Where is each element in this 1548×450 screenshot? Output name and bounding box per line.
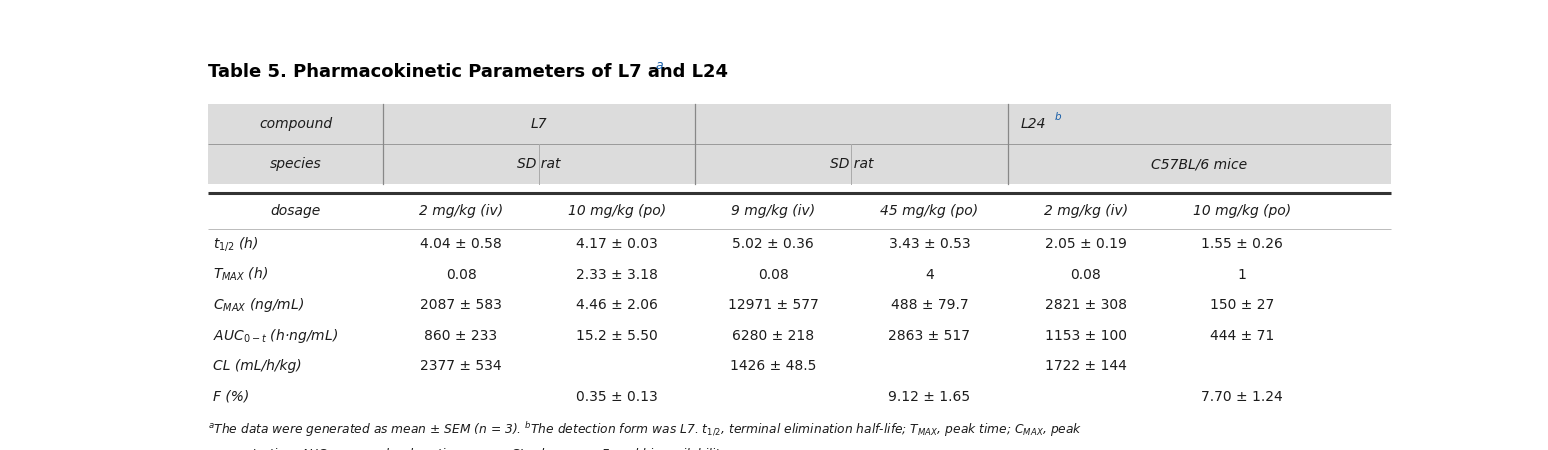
Text: 1722 ± 144: 1722 ± 144 (1045, 359, 1127, 373)
Text: SD rat: SD rat (517, 157, 560, 171)
Text: C57BL/6 mice: C57BL/6 mice (1152, 157, 1248, 171)
Text: 1: 1 (1237, 268, 1246, 282)
Text: 4.04 ± 0.58: 4.04 ± 0.58 (420, 237, 502, 251)
Text: 2087 ± 583: 2087 ± 583 (420, 298, 502, 312)
Bar (207, 193, 1390, 229)
Text: $t_{1/2}$ (h): $t_{1/2}$ (h) (212, 235, 259, 253)
Text: compound: compound (259, 117, 331, 131)
Text: F (%): F (%) (212, 390, 249, 404)
Text: a: a (655, 59, 663, 72)
Text: 150 ± 27: 150 ± 27 (1209, 298, 1274, 312)
Text: 2821 ± 308: 2821 ± 308 (1045, 298, 1127, 312)
Text: 12971 ± 577: 12971 ± 577 (728, 298, 819, 312)
Text: L24: L24 (1020, 117, 1046, 131)
Bar (207, 104, 1390, 184)
Text: 2.05 ± 0.19: 2.05 ± 0.19 (1045, 237, 1127, 251)
Text: CL (mL/h/kg): CL (mL/h/kg) (212, 359, 302, 373)
Text: 45 mg/kg (po): 45 mg/kg (po) (881, 204, 978, 218)
Text: L7: L7 (531, 117, 548, 131)
Text: 0.08: 0.08 (446, 268, 477, 282)
Text: 1153 ± 100: 1153 ± 100 (1045, 328, 1127, 343)
Text: 5.02 ± 0.36: 5.02 ± 0.36 (732, 237, 814, 251)
Bar (207, 260, 1390, 290)
Bar (207, 351, 1390, 382)
Text: $^a$The data were generated as mean $\pm$ SEM ($n$ = 3). $^b$The detection form : $^a$The data were generated as mean $\pm… (207, 421, 1082, 439)
Text: 7.70 ± 1.24: 7.70 ± 1.24 (1201, 390, 1283, 404)
Text: SD rat: SD rat (830, 157, 873, 171)
Text: 3.43 ± 0.53: 3.43 ± 0.53 (889, 237, 971, 251)
Text: 6280 ± 218: 6280 ± 218 (732, 328, 814, 343)
Text: 2 mg/kg (iv): 2 mg/kg (iv) (420, 204, 503, 218)
Text: 4: 4 (926, 268, 933, 282)
Text: 4.17 ± 0.03: 4.17 ± 0.03 (576, 237, 658, 251)
Bar (207, 290, 1390, 320)
Text: Table 5. Pharmacokinetic Parameters of L7 and L24: Table 5. Pharmacokinetic Parameters of L… (207, 63, 728, 81)
Text: 1.55 ± 0.26: 1.55 ± 0.26 (1201, 237, 1283, 251)
Text: 9 mg/kg (iv): 9 mg/kg (iv) (731, 204, 816, 218)
Text: 15.2 ± 5.50: 15.2 ± 5.50 (576, 328, 658, 343)
Text: b: b (1056, 112, 1062, 122)
Text: concentration; AUC, area under drug time curve; CL, clearance; F, oral bioavaila: concentration; AUC, area under drug time… (207, 448, 731, 450)
Text: 2863 ± 517: 2863 ± 517 (889, 328, 971, 343)
Text: 9.12 ± 1.65: 9.12 ± 1.65 (889, 390, 971, 404)
Text: 860 ± 233: 860 ± 233 (424, 328, 497, 343)
Text: 10 mg/kg (po): 10 mg/kg (po) (568, 204, 666, 218)
Bar (207, 229, 1390, 260)
Bar (207, 320, 1390, 351)
Text: 2377 ± 534: 2377 ± 534 (420, 359, 502, 373)
Text: 4.46 ± 2.06: 4.46 ± 2.06 (576, 298, 658, 312)
Text: 1426 ± 48.5: 1426 ± 48.5 (731, 359, 816, 373)
Text: 444 ± 71: 444 ± 71 (1209, 328, 1274, 343)
Bar (207, 382, 1390, 412)
Text: 488 ± 79.7: 488 ± 79.7 (890, 298, 969, 312)
Text: 0.08: 0.08 (1070, 268, 1101, 282)
Text: 10 mg/kg (po): 10 mg/kg (po) (1192, 204, 1291, 218)
Text: dosage: dosage (271, 204, 320, 218)
Text: 2.33 ± 3.18: 2.33 ± 3.18 (576, 268, 658, 282)
Text: 0.08: 0.08 (759, 268, 788, 282)
Text: AUC$_{0-t}$ (h·ng/mL): AUC$_{0-t}$ (h·ng/mL) (212, 327, 337, 345)
Text: $T_{\mathregular{MAX}}$ (h): $T_{\mathregular{MAX}}$ (h) (212, 266, 268, 284)
Text: $C_{\mathregular{MAX}}$ (ng/mL): $C_{\mathregular{MAX}}$ (ng/mL) (212, 296, 303, 314)
Text: 2 mg/kg (iv): 2 mg/kg (iv) (1043, 204, 1127, 218)
Text: species: species (269, 157, 322, 171)
Text: 0.35 ± 0.13: 0.35 ± 0.13 (576, 390, 658, 404)
